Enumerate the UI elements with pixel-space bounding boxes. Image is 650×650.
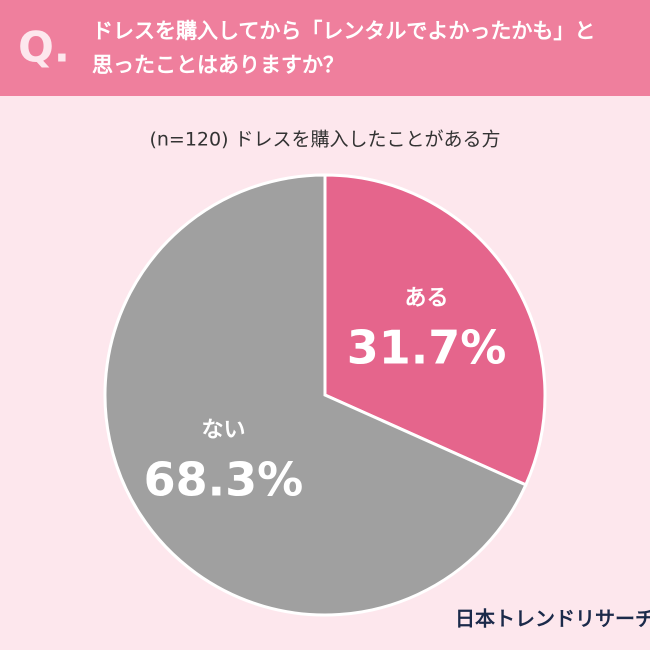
slice-value: 68.3%: [144, 452, 304, 506]
header-band: [0, 0, 650, 96]
source: 日本トレンドリサーチ: [455, 607, 650, 631]
title-line: ドレスを購入してから「レンタルでよかったかも」と: [92, 19, 595, 43]
question-mark: Q.: [18, 23, 70, 72]
subtitle: (n=120) ドレスを購入したことがある方: [149, 129, 500, 151]
title-line: 思ったことはありますか？: [92, 53, 344, 77]
slice-label: ない: [201, 418, 245, 443]
slice-value: 31.7%: [347, 321, 507, 375]
pie-slice: [323, 173, 547, 487]
slice-label: ある: [405, 286, 449, 311]
pie-slice: [103, 173, 528, 617]
